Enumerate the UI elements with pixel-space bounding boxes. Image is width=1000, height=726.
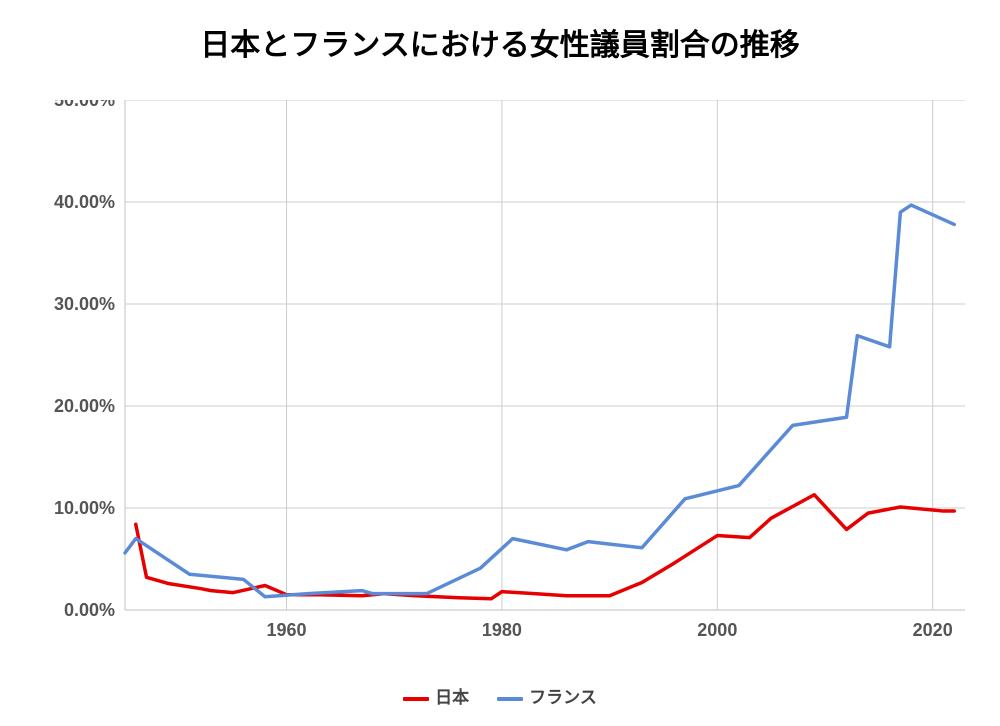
legend-item: フランス [497, 683, 597, 708]
legend-swatch [403, 697, 429, 701]
x-tick-label: 1960 [267, 620, 307, 640]
y-tick-label: 10.00% [54, 498, 115, 518]
legend-swatch [497, 697, 523, 701]
x-tick-label: 2000 [697, 620, 737, 640]
legend-label: 日本 [435, 688, 469, 707]
series-line [125, 205, 954, 597]
chart-title: 日本とフランスにおける女性議員割合の推移 [0, 20, 1000, 64]
chart-frame: { "chart": { "type": "line", "title": "日… [0, 0, 1000, 726]
legend: 日本 フランス [0, 683, 1000, 708]
chart-area: 0.00% 10.00% 20.00% 30.00% 40.00% 50.00% 1960 1… [30, 100, 970, 660]
y-tick-label: 40.00% [54, 192, 115, 212]
legend-label: フランス [529, 688, 597, 707]
legend-item: 日本 [403, 683, 469, 708]
line-chart-svg: 0.00% 10.00% 20.00% 30.00% 40.00% 50.00% 1960 1… [30, 100, 970, 660]
y-tick-label: 30.00% [54, 294, 115, 314]
y-tick-label: 20.00% [54, 396, 115, 416]
y-tick-label: 0.00% [64, 600, 115, 620]
y-tick-label: 50.00% [54, 100, 115, 110]
x-tick-label: 1980 [482, 620, 522, 640]
x-tick-label: 2020 [913, 620, 953, 640]
